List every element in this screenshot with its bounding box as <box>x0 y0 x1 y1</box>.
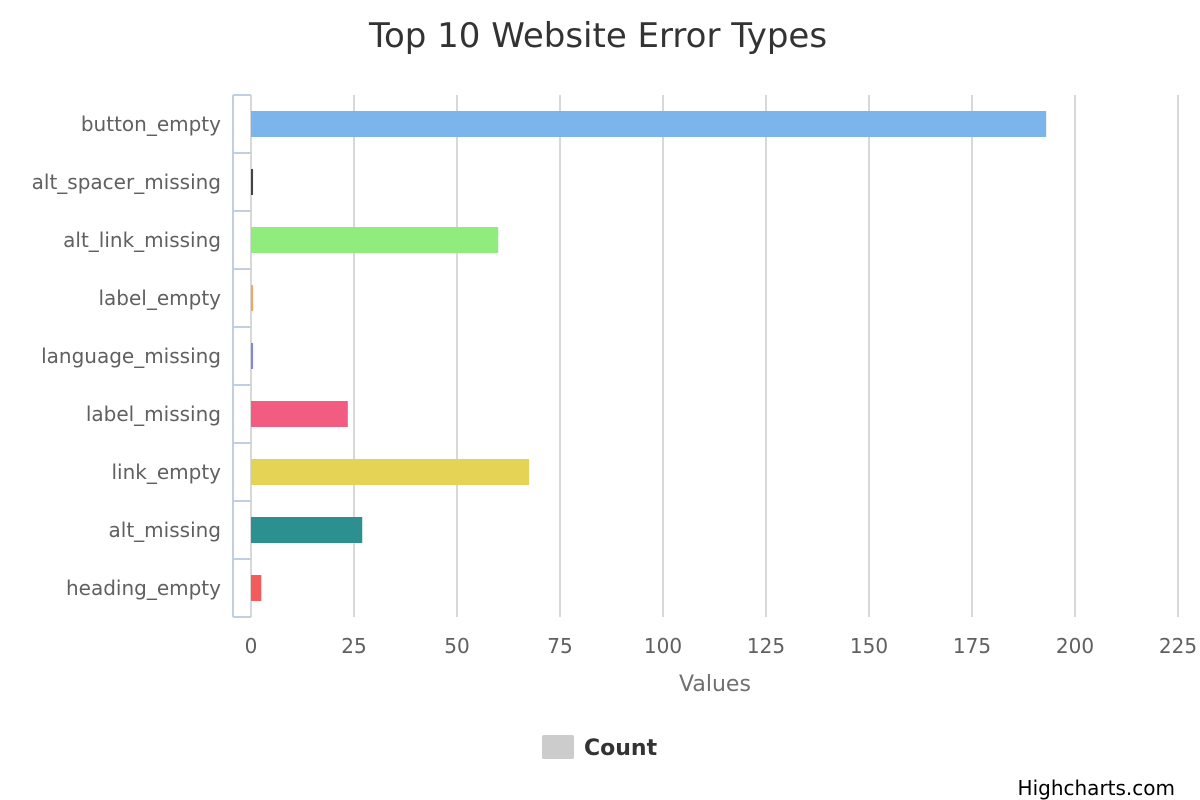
bar-alt-link-missing[interactable] <box>251 227 499 253</box>
legend[interactable]: Count <box>542 735 658 761</box>
bar-alt-missing[interactable] <box>251 517 363 543</box>
bar-alt-spacer-missing[interactable] <box>251 169 254 195</box>
value-tick-label: 50 <box>444 634 469 658</box>
bar-label-missing[interactable] <box>251 401 348 427</box>
chart-title: Top 10 Website Error Types <box>368 16 827 56</box>
category-label: alt_missing <box>109 518 221 542</box>
bar-link-empty[interactable] <box>251 459 530 485</box>
value-tick-label: 150 <box>850 634 888 658</box>
value-axis-title: Values <box>679 672 751 697</box>
category-label: language_missing <box>41 344 221 368</box>
category-label: heading_empty <box>66 576 221 600</box>
legend-swatch[interactable] <box>542 735 574 759</box>
bar-language-missing[interactable] <box>251 343 254 369</box>
bar-button-empty[interactable] <box>251 111 1047 137</box>
value-tick-label: 0 <box>245 634 258 658</box>
value-tick-label: 25 <box>341 634 366 658</box>
value-tick-label: 175 <box>953 634 991 658</box>
value-tick-label: 200 <box>1056 634 1094 658</box>
value-tick-label: 100 <box>644 634 682 658</box>
category-label: label_missing <box>86 402 221 426</box>
gridlines <box>250 95 1179 617</box>
legend-label[interactable]: Count <box>584 736 658 761</box>
category-axis <box>232 94 251 618</box>
category-label: alt_spacer_missing <box>32 170 221 194</box>
value-tick-label: 225 <box>1159 634 1197 658</box>
bar-heading-empty[interactable] <box>251 575 262 601</box>
bar-label-empty[interactable] <box>251 285 254 311</box>
category-label: button_empty <box>81 112 221 136</box>
value-tick-labels: 0 25 50 75 100 125 150 175 200 225 <box>245 634 1197 658</box>
category-labels: button_empty alt_spacer_missing alt_link_m… <box>32 112 222 600</box>
bars <box>251 111 1047 601</box>
category-label: label_empty <box>98 286 221 310</box>
credits-link[interactable]: Highcharts.com <box>1018 776 1175 800</box>
value-tick-label: 75 <box>547 634 572 658</box>
value-tick-label: 125 <box>747 634 785 658</box>
category-label: link_empty <box>111 460 221 484</box>
category-label: alt_link_missing <box>63 228 221 252</box>
